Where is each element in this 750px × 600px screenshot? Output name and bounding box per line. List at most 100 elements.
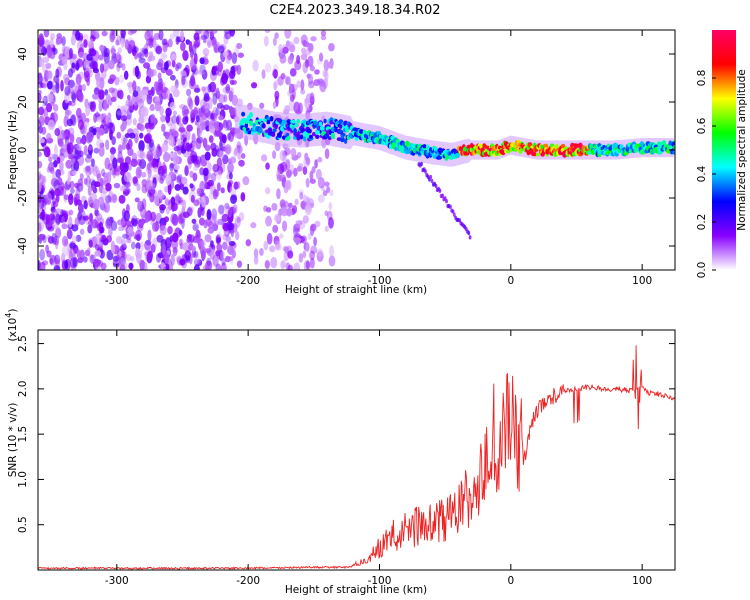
spectrogram-cell [192, 172, 198, 182]
spectrogram-cell [126, 94, 131, 101]
spectrogram-cell [222, 104, 230, 111]
spectrogram-cell [38, 222, 42, 233]
spectrogram-cell [123, 70, 129, 80]
spectrogram-cell [317, 156, 323, 163]
spectrogram-cell [156, 234, 164, 243]
spectrogram-cell [218, 204, 225, 215]
spectrogram-cell [284, 179, 291, 190]
y-tick-label: 0.5 [17, 516, 29, 533]
snr-background [38, 330, 675, 570]
spectrogram-cell [46, 93, 54, 103]
spectrogram-cell [230, 194, 238, 204]
spectrogram-cell [170, 254, 176, 266]
branch-cell [429, 174, 433, 180]
spectrogram-cell [166, 206, 170, 215]
spectrogram-cell [145, 239, 152, 246]
spectrogram-cell [42, 56, 50, 64]
spectrogram-cell [149, 192, 155, 203]
spectrogram-cell [250, 82, 258, 89]
spectrogram-cell [221, 213, 229, 223]
spectrogram-cell [128, 262, 134, 270]
ridge-cell [543, 143, 549, 149]
spectrogram-cell [125, 99, 133, 107]
spectrogram-cell [122, 137, 128, 144]
spectrogram-cell [87, 164, 94, 175]
spectrogram-cell [61, 210, 69, 222]
snr-y-ticks: 0.5 1.0 1.5 2.0 2.5 [17, 335, 675, 533]
spectrogram-cell [86, 247, 91, 257]
spectrogram-cell [92, 67, 99, 74]
spectrogram-cell [250, 222, 257, 229]
ridge-cell [358, 129, 364, 134]
spectrogram-cell [171, 53, 176, 61]
spectrogram-cell [120, 261, 128, 270]
spectrogram-cell [63, 115, 69, 128]
spectrogram-cell [157, 58, 164, 68]
spectrogram-cell [228, 131, 235, 143]
spectrogram-cell [121, 249, 126, 258]
spectrogram-cell [218, 115, 224, 121]
spectrogram-cell [86, 130, 94, 143]
spectrogram-cell [105, 235, 113, 243]
spectrogram-cell [199, 57, 205, 65]
spectrogram-cell [92, 164, 98, 177]
y-tick-label: 40 [17, 47, 29, 60]
spectrogram-cell [301, 235, 307, 244]
spectrogram-cell [60, 252, 66, 264]
spectrogram-cell [143, 134, 151, 144]
spectrogram-cell [220, 187, 225, 194]
spectrogram-cell [132, 176, 138, 184]
ridge-cell [267, 127, 273, 133]
spectrogram-cell [302, 215, 309, 224]
spectrogram-cell [220, 76, 227, 83]
spectrogram-cell [53, 235, 60, 246]
spectrogram-cell [78, 150, 84, 158]
snr-line-marks [38, 345, 675, 570]
spectrogram-cell [167, 225, 173, 235]
spectrogram-cell [193, 250, 199, 258]
spectrogram-cell [77, 119, 84, 130]
spectrogram-cell [39, 138, 45, 144]
spectrogram-cell [98, 89, 105, 100]
spectrogram-cell [207, 83, 212, 93]
spectrogram-cell [236, 144, 243, 154]
spectrogram-cell [153, 148, 161, 160]
spectrogram-cell [274, 32, 279, 39]
spectrogram-cell [130, 30, 137, 34]
spectrogram-cell [280, 206, 288, 217]
spectrogram-cell [191, 218, 197, 224]
spectrogram-cell [38, 81, 43, 89]
spectrogram-cell [227, 222, 235, 231]
colorbar-tick-label: 0.4 [696, 165, 708, 182]
spectrogram-cell [38, 115, 45, 127]
spectrogram-cell [192, 222, 199, 232]
spectrogram-cell [172, 88, 180, 98]
spectrogram-cell [51, 214, 56, 225]
ridge-cell [313, 120, 318, 126]
spectrogram-cell [196, 237, 202, 244]
spectrogram-cell [303, 194, 307, 203]
branch-cell [434, 183, 438, 189]
spectrogram-cell [106, 216, 113, 227]
spectrogram-cell [161, 38, 168, 46]
spectrogram-cell [282, 46, 289, 54]
spectrogram-cell [59, 161, 64, 172]
spectrogram-cell [185, 254, 191, 264]
spectrogram-cell [186, 88, 192, 97]
spectrogram-cell [124, 39, 130, 50]
spectrogram-cell [193, 52, 198, 65]
spectrogram-cell [285, 76, 291, 86]
ridge-cell [329, 120, 334, 125]
spectrogram-cell [212, 163, 219, 173]
spectrogram-cell [165, 107, 172, 117]
spectrogram-cell [136, 233, 141, 242]
spectrogram-cell [294, 198, 299, 206]
ridge-cell [343, 138, 348, 144]
spectrogram-cell [96, 113, 104, 123]
ridge-cell [269, 115, 274, 122]
spectrogram-cell [84, 70, 91, 83]
spectrogram-cell [207, 179, 214, 187]
spectrogram-cell [190, 117, 195, 124]
spectrogram-cell [176, 145, 183, 155]
spectrogram-cell [139, 259, 145, 270]
